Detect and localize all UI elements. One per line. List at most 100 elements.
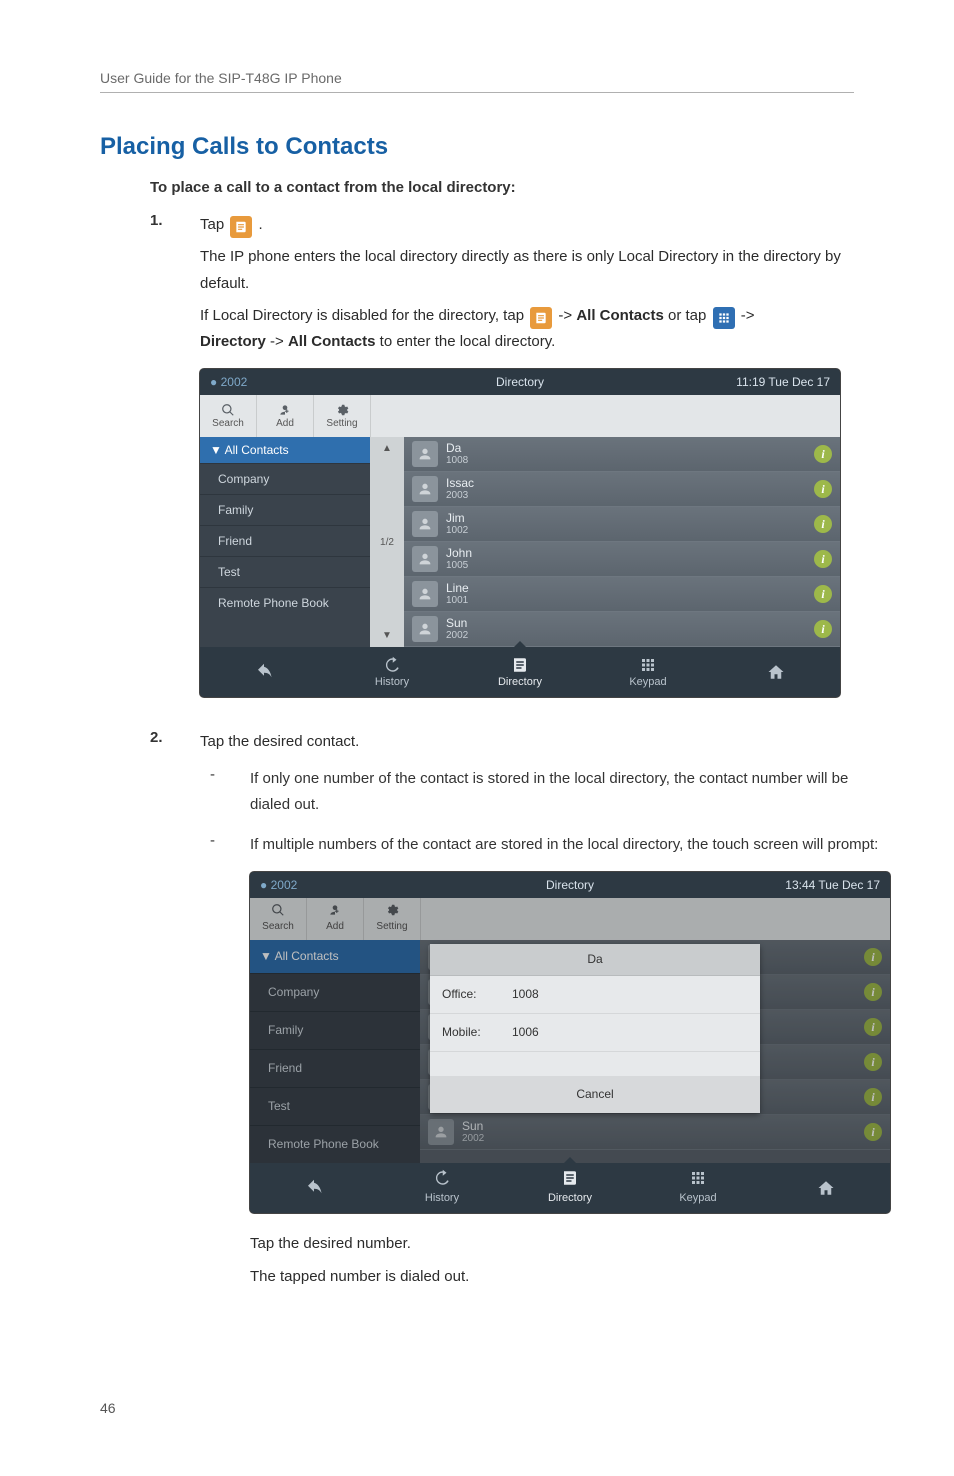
contact-row[interactable]: Jim1002i [404, 507, 840, 542]
avatar-icon [412, 441, 438, 467]
directory-label: Directory [200, 333, 266, 350]
directory-icon [530, 307, 552, 329]
tool-add[interactable]: Add [307, 898, 364, 940]
page-number: 46 [100, 1400, 854, 1416]
contact-row[interactable]: Sun2002i [420, 1115, 890, 1150]
info-icon[interactable]: i [814, 445, 832, 463]
arrow: -> [558, 307, 572, 324]
info-icon[interactable]: i [864, 948, 882, 966]
home-button[interactable] [762, 1163, 890, 1213]
group-item[interactable]: Test [250, 1087, 420, 1125]
procedure-subheading: To place a call to a contact from the lo… [150, 179, 854, 196]
number-select-modal: Da Office:1008 Mobile:1006 Cancel [430, 944, 760, 1113]
all-contacts-label: All Contacts [576, 307, 664, 324]
step1-or: or tap [668, 307, 706, 324]
back-button[interactable] [200, 647, 328, 697]
group-item[interactable]: Test [200, 556, 370, 587]
contact-row[interactable]: Line1001i [404, 577, 840, 612]
scroll-column[interactable]: ▲ 1/2 ▼ [370, 437, 404, 647]
bullet-dash: - [200, 766, 250, 819]
step2-bullet1: If only one number of the contact is sto… [250, 766, 890, 819]
step1-tail: to enter the local directory. [380, 333, 556, 350]
info-icon[interactable]: i [814, 480, 832, 498]
group-item[interactable]: Remote Phone Book [250, 1125, 420, 1163]
contact-row[interactable]: John1005i [404, 542, 840, 577]
info-icon[interactable]: i [864, 1053, 882, 1071]
info-icon[interactable]: i [864, 1018, 882, 1036]
modal-number-row[interactable]: Mobile:1006 [430, 1014, 760, 1052]
scroll-down-icon[interactable]: ▼ [382, 630, 392, 641]
avatar-icon [412, 616, 438, 642]
avatar-icon [412, 581, 438, 607]
group-item[interactable]: Friend [250, 1049, 420, 1087]
directory-button[interactable]: Directory [456, 647, 584, 697]
contact-row[interactable]: Sun2002i [404, 612, 840, 647]
keypad-icon [713, 307, 735, 329]
tool-search[interactable]: Search [200, 395, 257, 437]
keypad-button[interactable]: Keypad [584, 647, 712, 697]
info-icon[interactable]: i [814, 585, 832, 603]
step1-p1: The IP phone enters the local directory … [200, 244, 854, 297]
info-icon[interactable]: i [814, 620, 832, 638]
group-item[interactable]: Remote Phone Book [200, 587, 370, 618]
step-number: 2. [150, 729, 200, 1310]
step-number: 1. [150, 212, 200, 715]
tool-search[interactable]: Search [250, 898, 307, 940]
screenshot-directory: ● 2002 Directory 11:19 Tue Dec 17 Search [200, 369, 840, 697]
keypad-button[interactable]: Keypad [634, 1163, 762, 1213]
back-button[interactable] [250, 1163, 378, 1213]
bullet-dash: - [200, 832, 250, 1296]
tool-setting[interactable]: Setting [314, 395, 371, 437]
ph-ext: 2002 [221, 375, 248, 389]
group-item[interactable]: Company [250, 973, 420, 1011]
history-button[interactable]: History [328, 647, 456, 697]
ph-ext: 2002 [271, 878, 298, 892]
info-icon[interactable]: i [864, 1123, 882, 1141]
arrow: -> [741, 307, 755, 324]
directory-button[interactable]: Directory [506, 1163, 634, 1213]
avatar-icon [412, 511, 438, 537]
group-item[interactable]: Company [200, 463, 370, 494]
info-icon[interactable]: i [814, 515, 832, 533]
all-contacts-label: All Contacts [288, 333, 376, 350]
page-header: User Guide for the SIP-T48G IP Phone [100, 70, 854, 93]
page-indicator: 1/2 [380, 537, 394, 548]
modal-title: Da [430, 944, 760, 976]
tool-setting-label: Setting [326, 418, 357, 429]
tool-setting[interactable]: Setting [364, 898, 421, 940]
tool-add[interactable]: Add [257, 395, 314, 437]
section-title: Placing Calls to Contacts [100, 133, 854, 161]
directory-icon [230, 216, 252, 238]
tool-search-label: Search [212, 418, 244, 429]
arrow: -> [270, 333, 284, 350]
scroll-up-icon[interactable]: ▲ [382, 443, 392, 454]
tool-add-label: Add [276, 418, 294, 429]
step1-p2a: If Local Directory is disabled for the d… [200, 307, 524, 324]
ph-time: 11:19 Tue Dec 17 [736, 375, 830, 389]
step2-after2: The tapped number is dialed out. [250, 1264, 890, 1290]
home-button[interactable] [712, 647, 840, 697]
step2-main: Tap the desired contact. [200, 729, 890, 755]
contact-row[interactable]: Issac2003i [404, 472, 840, 507]
step2-bullet2: If multiple numbers of the contact are s… [250, 832, 890, 858]
contact-row[interactable]: Da1008i [404, 437, 840, 472]
group-all-contacts[interactable]: ▼ All Contacts [250, 940, 420, 973]
step2-after1: Tap the desired number. [250, 1231, 890, 1257]
avatar-icon [428, 1119, 454, 1145]
ph-time: 13:44 Tue Dec 17 [785, 875, 880, 896]
history-button[interactable]: History [378, 1163, 506, 1213]
avatar-icon [412, 546, 438, 572]
group-all-contacts[interactable]: ▼ All Contacts [200, 437, 370, 463]
step1-dot: . [259, 216, 263, 233]
step1-tap: Tap [200, 216, 224, 233]
modal-number-row[interactable]: Office:1008 [430, 976, 760, 1014]
info-icon[interactable]: i [864, 983, 882, 1001]
avatar-icon [412, 476, 438, 502]
group-item[interactable]: Friend [200, 525, 370, 556]
info-icon[interactable]: i [864, 1088, 882, 1106]
group-item[interactable]: Family [250, 1011, 420, 1049]
group-item[interactable]: Family [200, 494, 370, 525]
modal-cancel-button[interactable]: Cancel [430, 1076, 760, 1113]
info-icon[interactable]: i [814, 550, 832, 568]
screenshot-directory-prompt: ● 2002 Directory 13:44 Tue Dec 17 Search… [250, 872, 890, 1213]
